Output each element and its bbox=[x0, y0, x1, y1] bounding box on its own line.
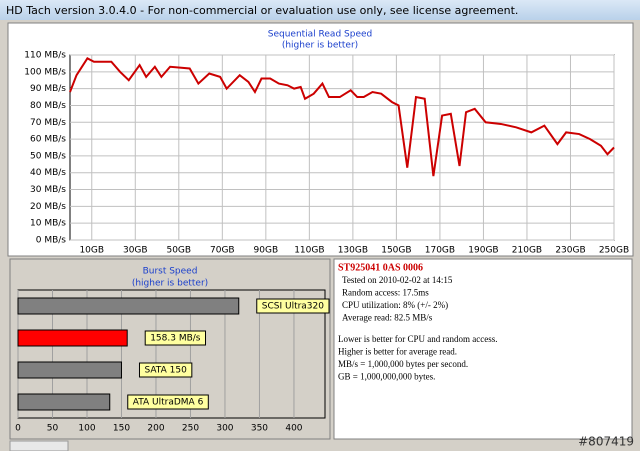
info-line: CPU utilization: 8% (+/- 2%) bbox=[342, 300, 448, 310]
bar-label-box bbox=[127, 394, 209, 410]
burst-title: Burst Speed bbox=[143, 267, 198, 277]
x-tick-label: 50GB bbox=[166, 246, 191, 256]
x-tick-label: 350 bbox=[251, 424, 268, 434]
info-panel bbox=[333, 258, 633, 440]
x-tick-label: 170GB bbox=[425, 246, 455, 256]
info-line: Tested on 2010-02-02 at 14:15 bbox=[342, 275, 453, 285]
tab[interactable] bbox=[9, 440, 69, 451]
y-tick-label: 20 MB/s bbox=[30, 202, 66, 212]
x-tick-label: 200 bbox=[147, 424, 164, 434]
y-tick-label: 70 MB/s bbox=[30, 118, 66, 128]
y-tick-label: 100 MB/s bbox=[24, 67, 66, 77]
info-note: Higher is better for average read. bbox=[338, 347, 457, 357]
x-tick-label: 90GB bbox=[254, 246, 279, 256]
bar bbox=[17, 297, 240, 315]
x-tick-label: 70GB bbox=[210, 246, 235, 256]
y-tick-label: 80 MB/s bbox=[30, 101, 66, 111]
bar-label: ATA UltraDMA 6 bbox=[133, 398, 204, 408]
x-tick-label: 230GB bbox=[555, 246, 585, 256]
info-line: Average read: 82.5 MB/s bbox=[342, 313, 433, 323]
bar-label-box bbox=[138, 362, 193, 378]
read-title: Sequential Read Speed bbox=[268, 30, 373, 40]
bar bbox=[17, 329, 128, 347]
y-tick-label: 110 MB/s bbox=[24, 51, 66, 61]
x-tick-label: 0 bbox=[15, 424, 21, 434]
drive-name: ST925041 0AS 0006 bbox=[338, 262, 423, 273]
x-tick-label: 110GB bbox=[294, 246, 324, 256]
x-tick-label: 150GB bbox=[381, 246, 411, 256]
y-tick-label: 50 MB/s bbox=[30, 151, 66, 161]
bar-label: SCSI Ultra320 bbox=[262, 302, 325, 312]
y-tick-label: 60 MB/s bbox=[30, 135, 66, 145]
x-tick-label: 400 bbox=[285, 424, 302, 434]
plot-area bbox=[69, 54, 615, 241]
bar bbox=[17, 361, 122, 379]
x-tick-label: 130GB bbox=[338, 246, 368, 256]
watermark: #807419 bbox=[578, 435, 634, 449]
bar-label: SATA 150 bbox=[144, 366, 187, 376]
window-title: HD Tach version 3.0.4.0 - For non-commer… bbox=[6, 4, 518, 17]
y-tick-label: 30 MB/s bbox=[30, 185, 66, 195]
x-tick-label: 50 bbox=[47, 424, 59, 434]
burst-subtitle: (higher is better) bbox=[132, 279, 208, 289]
y-tick-label: 40 MB/s bbox=[30, 168, 66, 178]
info-note: MB/s = 1,000,000 bytes per second. bbox=[338, 359, 468, 369]
x-tick-label: 30GB bbox=[123, 246, 148, 256]
read-subtitle: (higher is better) bbox=[282, 41, 358, 51]
info-line: Random access: 17.5ms bbox=[342, 288, 429, 298]
read-line bbox=[69, 57, 615, 177]
x-tick-label: 150 bbox=[113, 424, 130, 434]
y-tick-label: 0 MB/s bbox=[36, 236, 67, 246]
info-note: GB = 1,000,000,000 bytes. bbox=[338, 372, 435, 382]
x-tick-label: 10GB bbox=[79, 246, 104, 256]
y-tick-label: 10 MB/s bbox=[30, 219, 66, 229]
x-tick-label: 210GB bbox=[512, 246, 542, 256]
x-tick-label: 190GB bbox=[468, 246, 498, 256]
x-tick-label: 250 bbox=[182, 424, 199, 434]
y-tick-label: 90 MB/s bbox=[30, 84, 66, 94]
bar-label-box bbox=[256, 298, 330, 314]
bar bbox=[17, 393, 111, 411]
bar-label-box bbox=[144, 330, 207, 346]
bar-label: 158.3 MB/s bbox=[150, 334, 201, 344]
x-tick-label: 100 bbox=[78, 424, 95, 434]
x-tick-label: 300 bbox=[216, 424, 233, 434]
info-note: Lower is better for CPU and random acces… bbox=[338, 334, 497, 344]
x-tick-label: 250GB bbox=[599, 246, 629, 256]
title-bar bbox=[0, 0, 640, 20]
